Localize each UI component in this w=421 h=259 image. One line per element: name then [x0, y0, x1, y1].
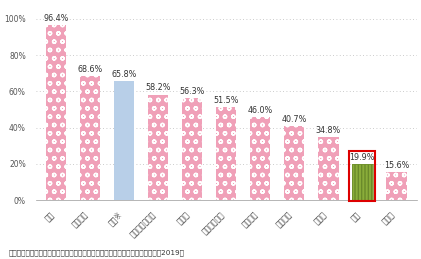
Bar — [386, 172, 407, 200]
Bar — [284, 126, 304, 200]
Bar — [386, 172, 407, 200]
Text: 51.5%: 51.5% — [213, 96, 239, 105]
Bar — [318, 137, 338, 200]
Bar — [182, 98, 203, 200]
Bar — [250, 117, 270, 200]
Text: 34.8%: 34.8% — [316, 126, 341, 135]
Text: 40.7%: 40.7% — [282, 115, 307, 124]
Text: 68.6%: 68.6% — [77, 64, 103, 74]
Bar — [80, 76, 100, 200]
Text: 15.6%: 15.6% — [384, 161, 409, 170]
Bar — [148, 95, 168, 200]
Text: 19.9%: 19.9% — [349, 153, 375, 162]
Bar — [352, 164, 373, 200]
Bar — [349, 152, 375, 201]
Bar — [250, 117, 270, 200]
Bar — [284, 126, 304, 200]
Bar — [318, 137, 338, 200]
Bar — [352, 164, 373, 200]
Text: 96.4%: 96.4% — [43, 14, 69, 23]
Bar — [80, 76, 100, 200]
Bar — [114, 81, 134, 200]
Text: 58.2%: 58.2% — [145, 83, 171, 92]
Bar — [46, 25, 66, 200]
Bar — [46, 25, 66, 200]
Text: 46.0%: 46.0% — [248, 106, 273, 114]
Bar — [216, 107, 236, 200]
Text: 資料）一般社団法人キャッシュレス推進協議会「キャッシュレス・ロードマッ2019」: 資料）一般社団法人キャッシュレス推進協議会「キャッシュレス・ロードマッ2019」 — [8, 250, 184, 256]
Bar — [148, 95, 168, 200]
Text: 56.3%: 56.3% — [179, 87, 205, 96]
Bar — [216, 107, 236, 200]
Bar — [182, 98, 203, 200]
Text: 65.8%: 65.8% — [111, 70, 137, 79]
